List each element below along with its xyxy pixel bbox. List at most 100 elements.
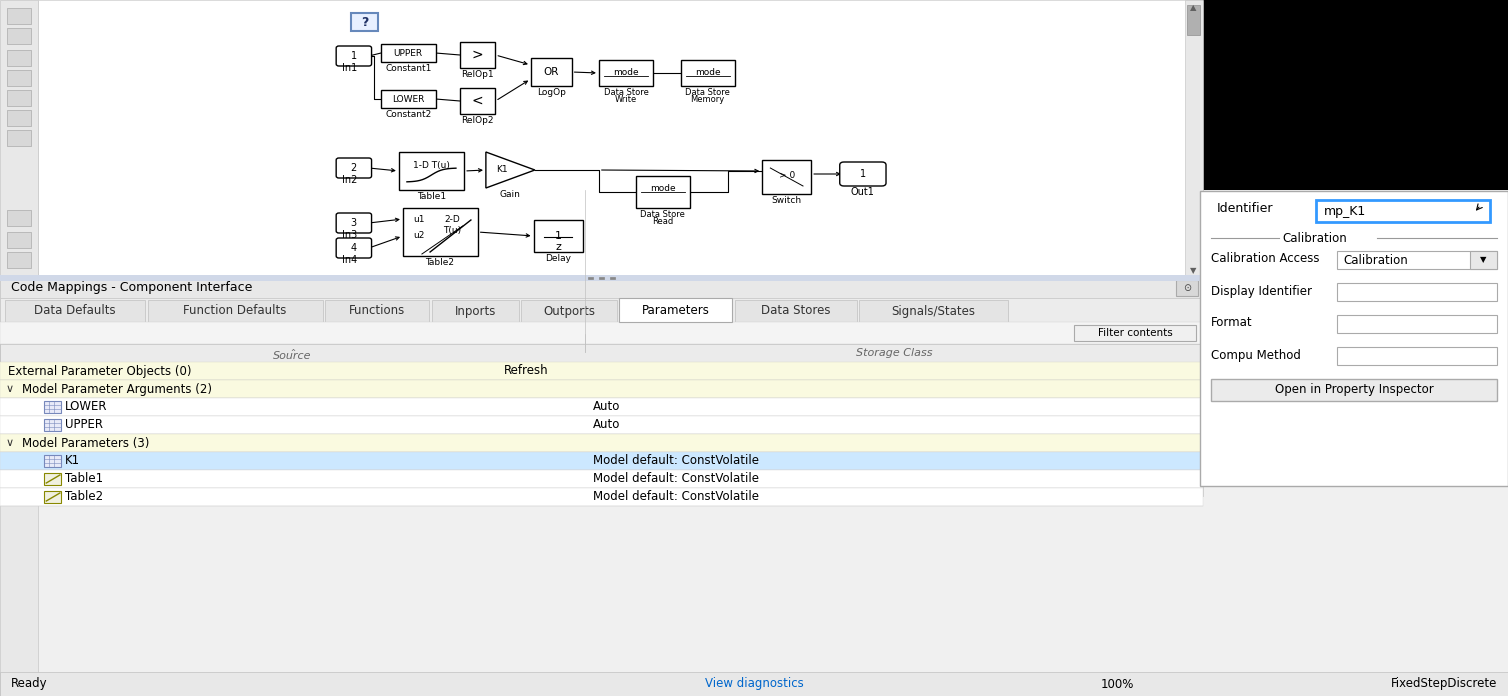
Text: z: z (555, 242, 561, 252)
Text: Write: Write (615, 95, 638, 104)
Text: Delay: Delay (544, 254, 572, 263)
Bar (734, 300, 857, 322)
Text: Table2: Table2 (65, 491, 104, 503)
Text: 1: 1 (351, 51, 357, 61)
Bar (38, 0, 1203, 278)
Text: ▼: ▼ (1481, 255, 1487, 264)
Polygon shape (486, 152, 535, 188)
Text: 2-D: 2-D (443, 214, 460, 223)
Bar (1316, 200, 1490, 222)
Bar (0, 344, 1203, 362)
Bar (44, 473, 62, 485)
Text: 2: 2 (351, 163, 357, 173)
Bar (44, 455, 62, 467)
Bar (44, 401, 62, 413)
Text: Parameters: Parameters (642, 303, 710, 317)
Bar (8, 50, 32, 66)
Text: ⌃: ⌃ (290, 349, 296, 358)
Text: Read: Read (651, 217, 674, 226)
Bar (531, 58, 572, 86)
FancyBboxPatch shape (336, 213, 371, 233)
Text: Display Identifier: Display Identifier (1211, 285, 1312, 297)
Text: Gain: Gain (501, 190, 520, 199)
Bar (0, 298, 1203, 322)
Bar (1200, 191, 1508, 486)
Text: Out1: Out1 (851, 187, 875, 197)
Text: In1: In1 (342, 63, 357, 73)
Text: Data Store: Data Store (603, 88, 648, 97)
Bar (0, 275, 1203, 281)
Bar (6, 300, 145, 322)
Text: Inports: Inports (454, 305, 496, 317)
Bar (0, 452, 1203, 470)
Text: Table2: Table2 (425, 258, 454, 267)
Text: <: < (472, 94, 484, 108)
Text: Format: Format (1211, 317, 1253, 329)
Text: 1-D T(u): 1-D T(u) (413, 161, 449, 170)
Text: Function Defaults: Function Defaults (184, 305, 287, 317)
Text: 100%: 100% (1101, 677, 1134, 690)
Text: Auto: Auto (594, 400, 621, 413)
Text: ▼: ▼ (1190, 266, 1197, 275)
Bar (351, 13, 379, 31)
Bar (44, 491, 62, 503)
Bar (8, 70, 32, 86)
Text: K1: K1 (65, 454, 80, 468)
Bar (398, 152, 464, 190)
Text: Table1: Table1 (65, 473, 104, 486)
Bar (609, 277, 615, 279)
Bar (0, 416, 1203, 434)
Text: Constant2: Constant2 (385, 110, 431, 119)
Text: mode: mode (695, 68, 721, 77)
Bar (326, 300, 430, 322)
Text: Data Defaults: Data Defaults (35, 305, 116, 317)
Bar (8, 210, 32, 226)
Text: Source: Source (273, 351, 312, 361)
Text: Functions: Functions (350, 305, 406, 317)
Bar (382, 90, 436, 108)
Text: K1: K1 (496, 166, 508, 175)
Bar (0, 322, 1203, 344)
Bar (522, 300, 617, 322)
Bar (599, 60, 653, 86)
Text: Data Store: Data Store (641, 210, 685, 219)
Bar (0, 278, 1203, 496)
Text: RelOp2: RelOp2 (461, 116, 495, 125)
Text: UPPER: UPPER (65, 418, 104, 432)
Bar (403, 208, 478, 256)
Text: Refresh: Refresh (504, 365, 549, 377)
Text: mp_K1: mp_K1 (1324, 205, 1366, 217)
Text: Model default: ConstVolatile: Model default: ConstVolatile (594, 454, 760, 468)
Text: OR: OR (543, 67, 559, 77)
FancyBboxPatch shape (336, 238, 371, 258)
Text: FixedStepDiscrete: FixedStepDiscrete (1390, 677, 1497, 690)
Text: u2: u2 (413, 232, 425, 241)
Text: Outports: Outports (543, 305, 594, 317)
Text: In4: In4 (342, 255, 357, 265)
Text: >: > (472, 48, 484, 62)
Bar (382, 44, 436, 62)
Bar (0, 470, 1203, 488)
Bar (1470, 251, 1497, 269)
Bar (1336, 315, 1497, 333)
Bar (8, 28, 32, 44)
Text: T(u): T(u) (443, 226, 461, 235)
Bar (8, 252, 32, 268)
Text: LOWER: LOWER (392, 95, 424, 104)
Text: Calibration: Calibration (1344, 253, 1408, 267)
FancyBboxPatch shape (840, 162, 887, 186)
Text: View diagnostics: View diagnostics (704, 677, 804, 690)
Bar (1336, 347, 1497, 365)
Bar (0, 434, 1203, 452)
Bar (762, 160, 811, 194)
Bar (588, 277, 594, 279)
Text: Signals/States: Signals/States (891, 305, 976, 317)
Bar (635, 176, 691, 208)
Bar (8, 232, 32, 248)
Bar (599, 277, 605, 279)
Text: Model Parameters (3): Model Parameters (3) (21, 436, 149, 450)
Bar (680, 60, 734, 86)
Bar (433, 300, 519, 322)
Text: Auto: Auto (594, 418, 621, 432)
Bar (460, 88, 496, 114)
